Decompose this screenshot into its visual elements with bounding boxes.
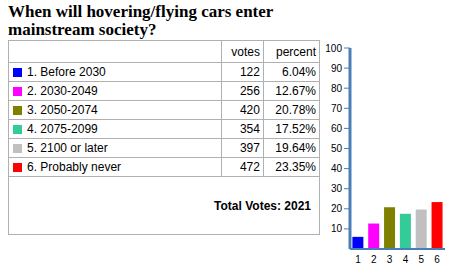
html-text:20.78%: 20.78%: [275, 103, 316, 117]
html-text:23.35%: 23.35%: [275, 160, 316, 174]
html-text:1. Before 2030: 1. Before 2030: [27, 65, 106, 79]
svg-text:70: 70: [331, 103, 343, 114]
html-text:17.52%: 17.52%: [275, 122, 316, 136]
html-text:12.67%: 12.67%: [275, 84, 316, 98]
html-text:6.04%: 6.04%: [282, 65, 316, 79]
html-text:5. 2100 or later: 5. 2100 or later: [27, 141, 108, 155]
svg-text:20: 20: [331, 203, 343, 214]
html-text:votes: votes: [231, 44, 260, 59]
svg-text:30: 30: [331, 183, 343, 194]
html-text:122: 122: [239, 65, 260, 79]
html-text:3. 2050-2074: 3. 2050-2074: [27, 103, 98, 117]
svg-text:1: 1: [355, 254, 361, 263]
svg-text:2: 2: [371, 254, 377, 263]
html-text:472: 472: [239, 160, 260, 174]
html-text:354: 354: [239, 122, 260, 136]
svg-text:50: 50: [331, 143, 343, 154]
html-text:19.64%: 19.64%: [275, 141, 316, 155]
svg-text:10: 10: [331, 223, 343, 234]
svg-text:5: 5: [418, 254, 424, 263]
svg-text:80: 80: [331, 83, 343, 94]
svg-text:40: 40: [331, 163, 343, 174]
svg-text:100: 100: [325, 43, 342, 54]
html-text:2. 2030-2049: 2. 2030-2049: [27, 84, 98, 98]
html-text:420: 420: [239, 103, 260, 117]
svg-text:6: 6: [434, 254, 440, 263]
html-text:6. Probably never: 6. Probably never: [27, 160, 122, 174]
svg-text:90: 90: [331, 63, 343, 74]
svg-text:3: 3: [387, 254, 393, 263]
html-text:4. 2075-2099: 4. 2075-2099: [27, 122, 98, 136]
html-text:Total Votes: 2021: Total Votes: 2021: [214, 198, 311, 213]
html-text:percent: percent: [276, 44, 316, 59]
svg-text:60: 60: [331, 123, 343, 134]
html-text:256: 256: [239, 84, 260, 98]
html-text:397: 397: [239, 141, 260, 155]
svg-text:4: 4: [403, 254, 409, 263]
html-text:When will hovering/flying cars: When will hovering/flying cars enter mai…: [8, 2, 274, 39]
